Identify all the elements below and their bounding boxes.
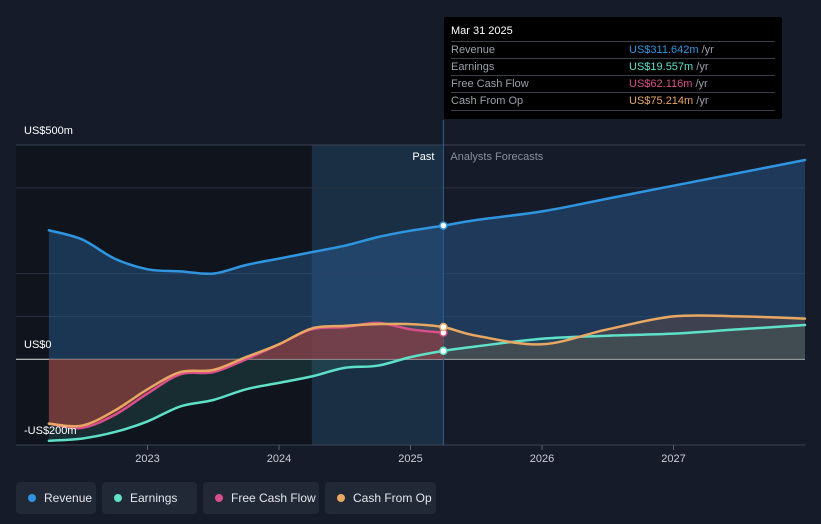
tooltip-unit: /yr: [696, 61, 709, 73]
past-label: Past: [412, 151, 434, 163]
legend-item-revenue[interactable]: Revenue: [16, 482, 96, 514]
tooltip-row-earnings: Earnings US$19.557m /yr: [451, 58, 775, 76]
legend-label: Revenue: [44, 491, 93, 505]
marker-revenue: [439, 221, 448, 230]
area-free-cash-flow: [48, 322, 444, 429]
x-tick-label: 2027: [661, 453, 685, 465]
tooltip-label: Free Cash Flow: [451, 78, 529, 90]
legend-label: Earnings: [130, 491, 178, 505]
tooltip-value: US$62.116m /yr: [629, 76, 708, 93]
chart-texts: 2023 2024 2025 2026 2027 Past Analysts Forecas…: [135, 151, 685, 465]
line-revenue: [47, 158, 807, 276]
legend-item-free-cash-flow[interactable]: Free Cash Flow: [203, 482, 319, 514]
legend-item-earnings[interactable]: Earnings: [102, 482, 197, 514]
x-tick-label: 2024: [267, 453, 291, 465]
legend-item-cash-from-op[interactable]: Cash From Op: [325, 482, 436, 514]
x-tick-label: 2025: [398, 453, 422, 465]
tooltip-unit: /yr: [695, 78, 708, 90]
tooltip-date: Mar 31 2025: [451, 25, 513, 37]
tooltip-number: US$75.214m: [629, 95, 694, 107]
tooltip-label: Earnings: [451, 61, 495, 73]
legend-dot-icon: [114, 494, 122, 502]
legend-dot-icon: [28, 494, 36, 502]
y-tick-label-top: US$500m: [24, 125, 73, 137]
marker-earnings: [439, 346, 448, 356]
legend-dot-icon: [337, 494, 345, 502]
x-tick-label: 2023: [135, 453, 159, 465]
legend-label: Cash From Op: [353, 491, 432, 505]
chart-lines: [47, 158, 807, 442]
tooltip-value: US$19.557m /yr: [629, 59, 709, 76]
past-shade-highlight: [311, 145, 444, 445]
tooltip-number: US$62.116m: [629, 78, 693, 90]
tooltip-unit: /yr: [696, 95, 709, 107]
tooltip-number: US$311.642m: [629, 44, 699, 56]
chart-areas: [48, 160, 805, 441]
tooltip-unit: /yr: [701, 44, 714, 56]
tooltip-label: Revenue: [451, 44, 496, 56]
tooltip-row-cash-from-op: Cash From Op US$75.214m /yr: [451, 92, 775, 111]
area-earnings: [48, 325, 805, 441]
tooltip-value: US$75.214m /yr: [629, 93, 709, 110]
tooltip-label: Cash From Op: [451, 95, 524, 107]
tooltip-value: US$311.642m /yr: [629, 42, 714, 59]
tooltip-row-free-cash-flow: Free Cash Flow US$62.116m /yr: [451, 75, 775, 93]
legend-label: Free Cash Flow: [231, 491, 316, 505]
chart-tooltip: Mar 31 2025 Revenue US$311.642m /yr Earn…: [444, 17, 782, 119]
tooltip-row-revenue: Revenue US$311.642m /yr: [451, 41, 775, 59]
area-cash-from-op: [48, 315, 805, 427]
legend-dot-icon: [215, 494, 223, 502]
line-cash-from-op: [47, 314, 807, 428]
area-revenue: [48, 160, 805, 360]
line-earnings: [47, 323, 807, 442]
forecast-label: Analysts Forecasts: [450, 151, 543, 163]
chart-markers: [439, 221, 448, 356]
x-tick-label: 2026: [530, 453, 554, 465]
tooltip-number: US$19.557m: [629, 61, 694, 73]
marker-cash-from-op: [439, 322, 448, 332]
y-tick-label-bottom: -US$200m: [24, 425, 77, 437]
y-tick-label-zero: US$0: [24, 339, 52, 351]
